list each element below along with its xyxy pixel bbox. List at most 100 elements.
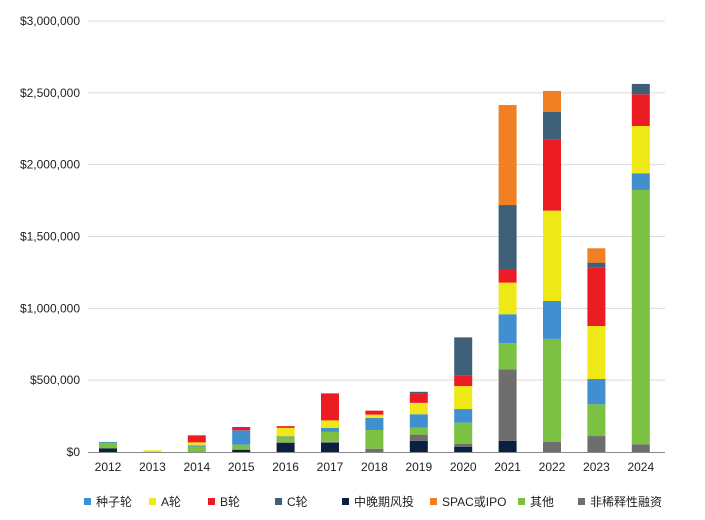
bar-segment [543,210,561,302]
bar-segment [454,386,473,410]
bar-segment [232,427,251,431]
legend-swatch [84,498,91,505]
legend-label: SPAC或IPO [442,495,507,509]
bar-segment [454,409,473,423]
bar-segment [587,379,606,405]
legend-item: C轮 [275,493,342,510]
x-tick-label: 2016 [272,460,299,474]
bar-segment [365,417,384,431]
bar-segment [321,393,339,421]
x-tick-label: 2022 [539,460,566,474]
bar-segment [409,391,428,394]
y-tick-label: $2,500,000 [20,86,80,100]
legend-item: SPAC或IPO [430,493,518,510]
bar-segment [187,442,206,446]
x-tick-label: 2017 [317,460,344,474]
x-tick-label: 2018 [361,460,388,474]
bar-segment [587,326,606,380]
bar-segment [454,422,473,444]
y-tick-label: $0 [67,445,81,459]
legend-label: B轮 [220,495,241,509]
legend-swatch [430,498,437,505]
bar-segment [631,83,650,95]
bar-segment [543,301,561,339]
bar-segment [276,436,295,438]
legend-item: 非稀释性融资 [578,493,678,510]
bar-segment [99,441,117,443]
x-tick-label: 2014 [183,460,210,474]
bar-segment [409,402,428,415]
bar-segment [587,404,606,437]
legend-label: 非稀释性融资 [590,495,663,509]
bar-segment [631,126,650,174]
bar-segment [543,90,561,112]
bar-segment [587,436,606,452]
bar-segment [631,189,650,445]
x-tick-label: 2020 [450,460,477,474]
bar-segment [587,262,606,268]
bar-segment [365,448,384,452]
legend-label: C轮 [287,495,308,509]
y-tick-label: $3,000,000 [20,14,80,28]
bar-segment [187,446,206,452]
legend-item: 其他 [518,493,578,510]
chart-legend: 种子轮 A轮 B轮 C轮 中晚期风投 SPAC或IPO 其他 非稀释性融资 [84,493,678,510]
bar-segment [99,442,117,449]
bar-segment [498,369,517,441]
bar-segment [321,427,339,432]
y-tick-label: $1,500,000 [20,230,80,244]
bar-segment [409,393,428,403]
bar-segment [276,426,295,428]
bar-segment [543,139,561,211]
bar-segment [276,442,295,452]
bar-segment [543,441,561,452]
y-tick-label: $2,000,000 [20,158,80,172]
x-tick-label: 2013 [139,460,166,474]
legend-label: A轮 [161,495,182,509]
legend-label: 种子轮 [96,495,133,509]
legend-item: 种子轮 [84,493,149,510]
bar-segment [187,445,206,447]
legend-swatch [149,498,156,505]
x-tick-label: 2024 [627,460,654,474]
bar-segment [276,427,295,437]
x-tick-label: 2021 [494,460,521,474]
x-tick-label: 2012 [95,460,122,474]
bar-segment [498,105,517,206]
bar-segment [587,267,606,327]
legend-swatch [518,498,525,505]
bar-segment [498,314,517,344]
x-tick-label: 2019 [405,460,432,474]
bar-segment [321,431,339,442]
bar-segment [99,448,117,452]
bar-segment [276,437,295,443]
bar-segment [232,430,251,445]
x-tick-label: 2015 [228,460,255,474]
bar-segment [498,282,517,315]
bar-segment [409,434,428,441]
bar-segment [409,427,428,435]
legend-item: 中晚期风投 [342,493,430,510]
bar-segment [498,343,517,370]
bar-segment [543,338,561,442]
bar-segment [232,449,251,452]
bar-segment [498,205,517,269]
bar-segment [454,443,473,447]
legend-label: 中晚期风投 [354,495,415,509]
legend-label: 其他 [530,495,555,509]
stacked-bar-chart: $0 $500,000 $1,000,000 $1,500,000 $2,000,000… [20,14,665,474]
bar-segment [454,446,473,452]
bar-segment [276,442,295,444]
bar-segment [543,111,561,140]
bar-segment [232,444,251,450]
bar-segment [143,450,162,452]
bar-segment [365,430,384,449]
bar-segment [321,441,339,443]
bar-segment [321,420,339,428]
legend-item: A轮 [149,493,208,510]
bar-segment [631,94,650,127]
legend-swatch [208,498,215,505]
bar-segment [454,337,473,376]
bar-segment [631,444,650,452]
bar-segment [365,414,384,418]
